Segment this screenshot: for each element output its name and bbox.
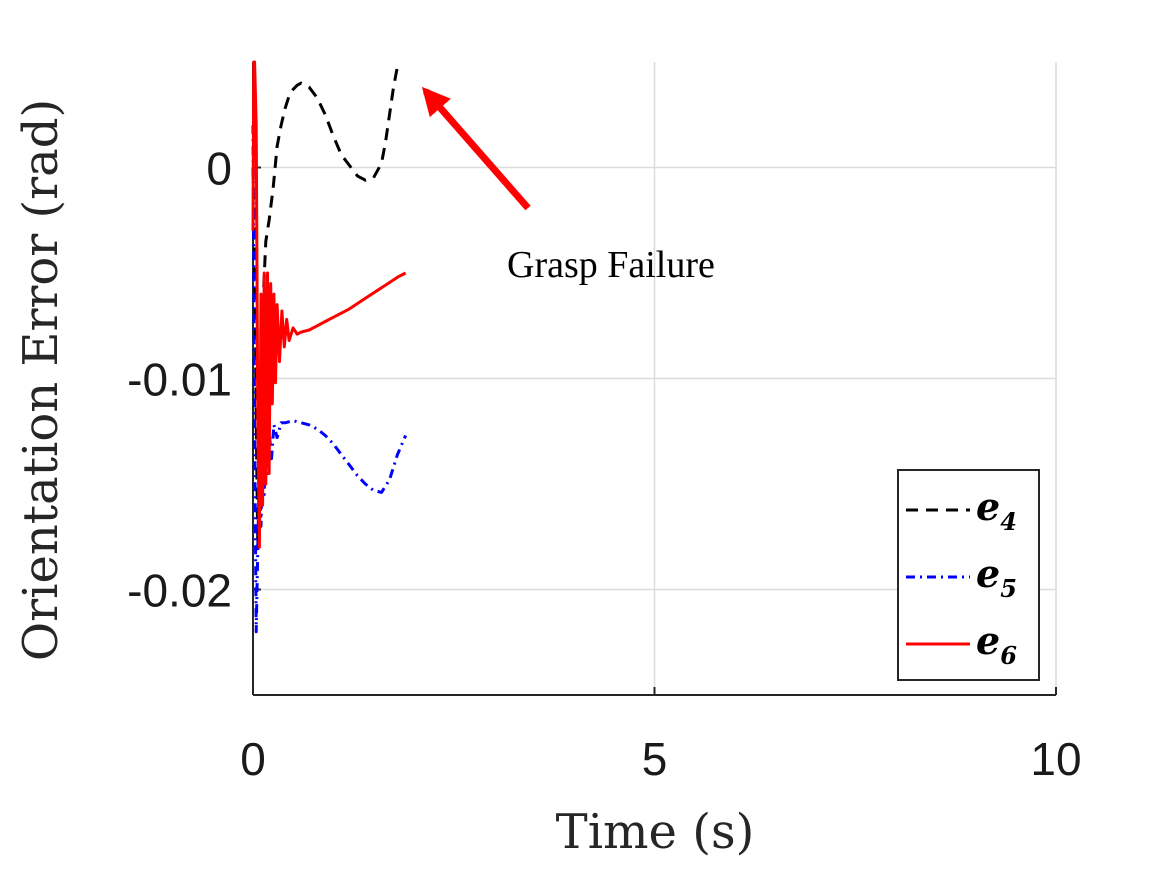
x-axis-title: Time (s) <box>556 804 755 860</box>
legend-subscript-e4: 4 <box>1000 507 1017 536</box>
y-tick-label: -0.02 <box>127 565 232 617</box>
annotations: Grasp Failure <box>421 86 715 286</box>
annotation-text: Grasp Failure <box>507 244 715 286</box>
y-tick-label: -0.01 <box>127 354 232 406</box>
x-tick-label: 0 <box>240 733 266 785</box>
tick-labels: 0 5 10 0 -0.01 -0.02 <box>127 143 1081 786</box>
legend-subscript-e5: 5 <box>1000 574 1017 603</box>
x-tick-label: 5 <box>642 733 668 785</box>
x-tick-label: 10 <box>1030 733 1081 785</box>
series-line-e6 <box>251 60 407 549</box>
grid <box>253 62 1057 695</box>
legend-box <box>897 469 1040 681</box>
y-tick-label: 0 <box>206 143 232 195</box>
legend-subscript-e6: 6 <box>1000 641 1017 670</box>
annotation-arrow <box>421 86 531 211</box>
series-lines <box>251 60 407 634</box>
y-axis-title: Orientation Error (rad) <box>13 99 69 661</box>
